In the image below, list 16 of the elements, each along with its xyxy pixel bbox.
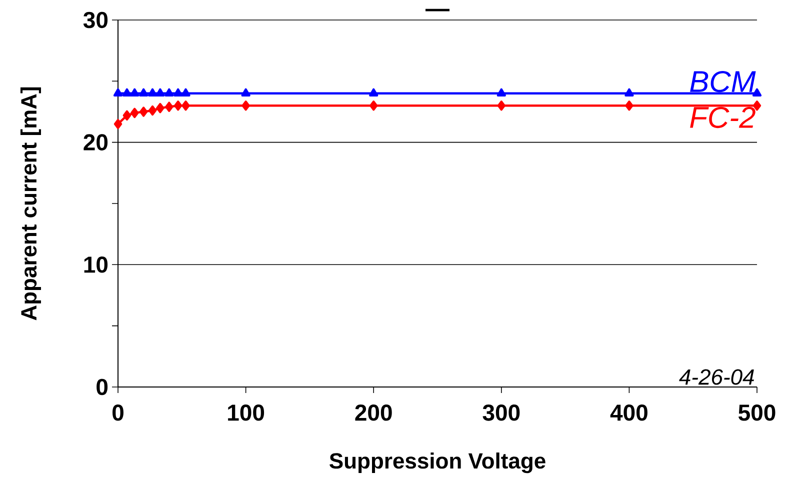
- y-tick-label: 30: [83, 12, 108, 28]
- y-tick-label: 20: [84, 134, 108, 150]
- chart-title: —: [426, 8, 450, 12]
- x-tick-label: 100: [228, 404, 264, 421]
- annotation: 4-26-04: [679, 369, 754, 385]
- y-tick-label: 0: [96, 378, 108, 396]
- x-tick-label: 500: [738, 404, 776, 421]
- y-tick-label: 10: [84, 256, 108, 273]
- y-axis-title: Apparent current [mA]: [20, 87, 41, 320]
- x-tick-label: 200: [355, 404, 392, 421]
- series-label: FC-2: [690, 106, 756, 128]
- series-label: BCM: [690, 70, 756, 92]
- x-tick-label: 300: [482, 404, 520, 421]
- x-tick-label: 400: [610, 404, 648, 421]
- x-tick-label: 0: [112, 404, 124, 421]
- x-axis-title: Suppression Voltage: [330, 452, 546, 474]
